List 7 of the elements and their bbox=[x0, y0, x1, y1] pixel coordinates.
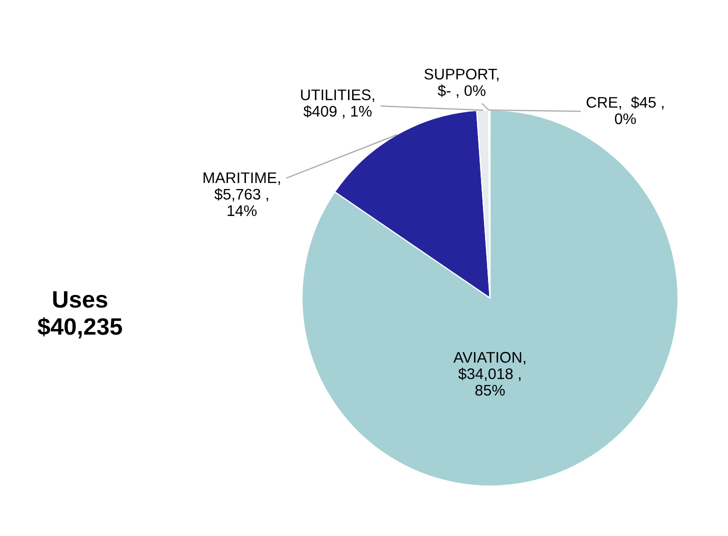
text: Uses $40,235 bbox=[38, 291, 122, 338]
text: $- , 0% bbox=[438, 84, 486, 98]
slice-label: UTILITIES, $409 , 1% bbox=[301, 89, 374, 118]
slice-label: CRE, $45 , 0% bbox=[586, 96, 664, 124]
slice-label: AVIATION, $34,018 , 85% bbox=[453, 352, 526, 396]
category-label: SUPPORT, bbox=[424, 68, 498, 82]
slice-label: MARITIME, $5,763 , 14% bbox=[204, 172, 280, 216]
